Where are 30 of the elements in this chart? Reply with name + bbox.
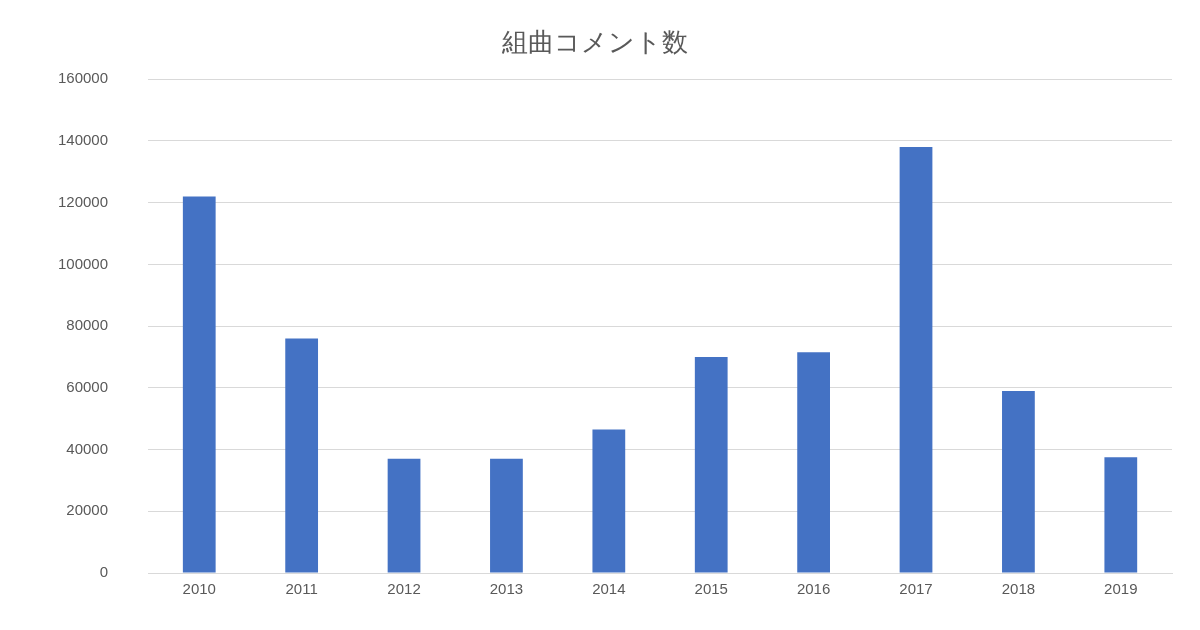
bar xyxy=(592,429,626,573)
y-tick-label: 80000 xyxy=(66,316,109,334)
bar xyxy=(490,458,523,573)
y-tick-label: 40000 xyxy=(66,439,109,457)
x-tick-label: 2018 xyxy=(1001,580,1036,598)
y-tick-label: 0 xyxy=(99,563,109,581)
bar xyxy=(1104,457,1138,573)
bar xyxy=(899,147,933,573)
bar xyxy=(694,356,728,573)
x-tick-label: 2017 xyxy=(899,580,933,598)
x-tick-label: 2019 xyxy=(1104,580,1138,598)
x-tick-label: 2015 xyxy=(694,580,728,598)
y-tick-label: 140000 xyxy=(57,131,109,149)
y-tick-label: 60000 xyxy=(66,377,109,395)
x-tick-label: 2014 xyxy=(592,580,626,598)
bar xyxy=(1002,390,1035,573)
y-tick-label: 120000 xyxy=(57,192,109,210)
x-tick-label: 2011 xyxy=(285,580,318,598)
x-tick-label: 2016 xyxy=(796,580,831,598)
y-tick-label: 20000 xyxy=(66,501,109,519)
bar xyxy=(182,196,216,573)
bar xyxy=(797,352,830,573)
y-tick-label: 160000 xyxy=(57,69,109,87)
y-tick-label: 100000 xyxy=(57,254,109,272)
bar xyxy=(285,338,319,573)
x-tick-label: 2010 xyxy=(182,580,216,598)
chart-title: 組曲コメント数 xyxy=(501,26,688,57)
x-tick-label: 2013 xyxy=(489,580,524,598)
bar xyxy=(387,458,421,573)
x-tick-label: 2012 xyxy=(387,580,421,598)
